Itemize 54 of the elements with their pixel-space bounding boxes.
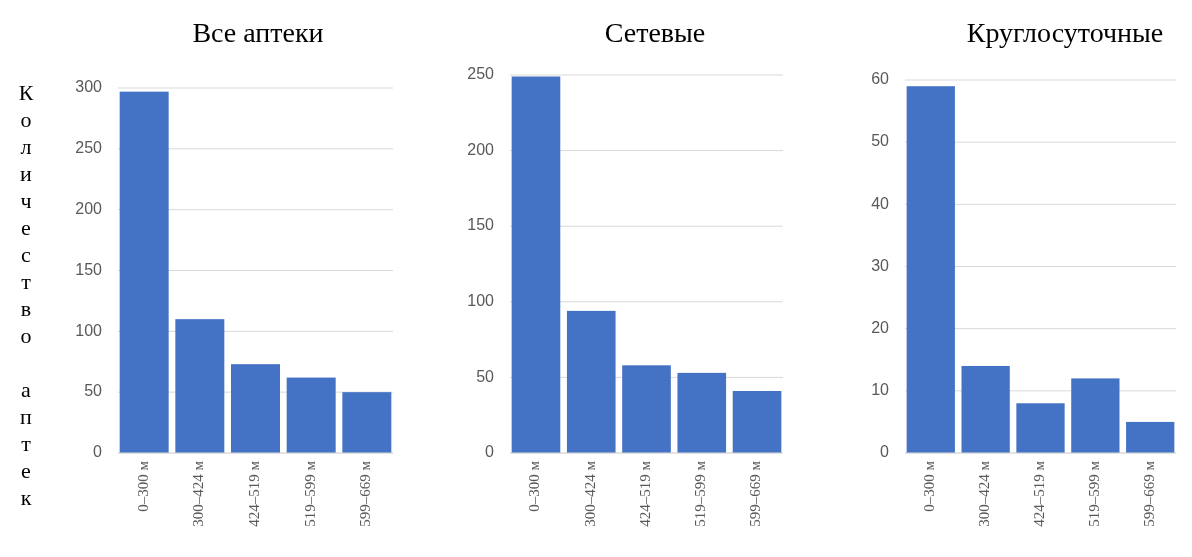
y-tick-label: 50 (476, 367, 495, 385)
x-tick-label: 300–424 м (976, 460, 993, 527)
x-tick-label: 424–519 м (1030, 460, 1047, 527)
y-tick-label: 200 (75, 199, 103, 217)
chart-title: Все аптеки (192, 17, 324, 48)
x-tick-label: 599–669 м (747, 460, 764, 527)
y-tick-label: 0 (93, 443, 103, 461)
y-tick-label: 50 (84, 382, 103, 400)
x-tick-label: 599–669 м (1140, 460, 1157, 527)
bar (961, 365, 1010, 453)
x-tick-label: 0–300 м (134, 460, 151, 512)
x-tick-label: 300–424 м (581, 460, 598, 527)
y-tick-label: 10 (871, 381, 890, 399)
y-tick-label: 50 (871, 132, 890, 150)
x-tick-label: 424–519 м (245, 460, 262, 527)
bar (119, 91, 169, 453)
y-tick-label: 300 (75, 78, 103, 96)
x-tick-label: 0–300 м (921, 460, 938, 512)
y-tick-label: 100 (467, 292, 495, 310)
x-tick-label: 300–424 м (190, 460, 207, 527)
x-tick-label: 519–599 м (1085, 460, 1102, 527)
bar (622, 365, 671, 453)
y-tick-label: 200 (467, 140, 495, 158)
y-tick-label: 250 (75, 139, 103, 157)
y-tick-label: 250 (467, 65, 495, 83)
chart-title: Сетевые (604, 17, 706, 48)
y-tick-label: 0 (880, 443, 890, 461)
chart-title: Круглосуточные (966, 17, 1164, 48)
text: Количество аптек (18, 80, 34, 510)
y-tick-label: 150 (467, 216, 495, 234)
x-tick-label: 424–519 м (636, 460, 653, 527)
bar (286, 377, 336, 453)
y-tick-label: 20 (871, 318, 890, 336)
bar (1071, 378, 1120, 453)
bar (231, 364, 280, 453)
bar (732, 391, 782, 453)
bar (175, 319, 225, 453)
bar (1126, 421, 1175, 453)
bar (566, 310, 616, 453)
y-tick-label: 0 (485, 443, 495, 461)
x-tick-label: 0–300 м (526, 460, 543, 512)
y-tick-label: 30 (871, 256, 890, 274)
bar (906, 86, 955, 453)
bar (677, 372, 727, 453)
y-tick-label: 150 (75, 260, 103, 278)
y-tick-label: 40 (871, 194, 890, 212)
y-tick-label: 100 (75, 321, 103, 339)
bar (1016, 403, 1065, 453)
bar (342, 392, 392, 453)
y-tick-label: 60 (871, 70, 890, 88)
x-tick-label: 519–599 м (692, 460, 709, 527)
x-tick-label: 519–599 м (301, 460, 318, 527)
x-tick-label: 599–669 м (357, 460, 374, 527)
bar (511, 76, 561, 453)
